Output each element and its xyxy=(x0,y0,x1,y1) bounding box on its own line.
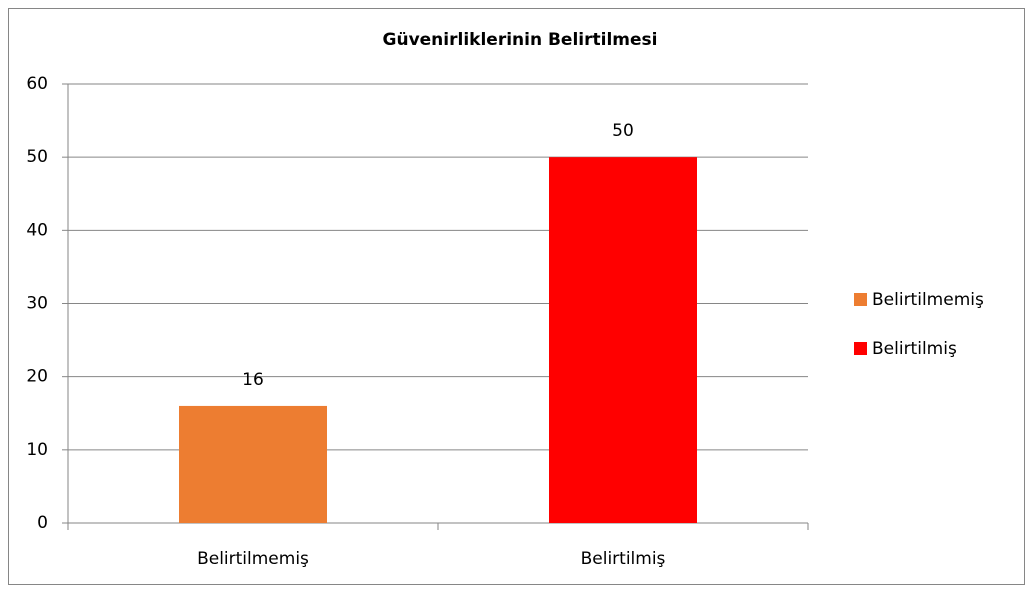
x-tick-label: Belirtilmiş xyxy=(581,549,666,569)
x-tick-label: Belirtilmemiş xyxy=(197,549,309,569)
y-tick-label: 30 xyxy=(26,294,48,314)
chart-title: Güvenirliklerinin Belirtilmesi xyxy=(383,30,658,50)
y-tick-label: 20 xyxy=(26,367,48,387)
legend-label: Belirtilmemiş xyxy=(872,290,984,310)
legend-swatch xyxy=(854,342,867,355)
data-label: 16 xyxy=(242,370,264,390)
bar xyxy=(179,405,327,523)
y-tick-label: 0 xyxy=(37,513,48,533)
data-label: 50 xyxy=(612,121,634,141)
legend-label: Belirtilmiş xyxy=(872,339,957,359)
bar xyxy=(549,157,697,523)
legend-swatch xyxy=(854,293,867,306)
y-tick-label: 50 xyxy=(26,147,48,167)
y-tick-label: 40 xyxy=(26,220,48,240)
y-tick-label: 10 xyxy=(26,440,48,460)
y-tick-label: 60 xyxy=(26,74,48,94)
